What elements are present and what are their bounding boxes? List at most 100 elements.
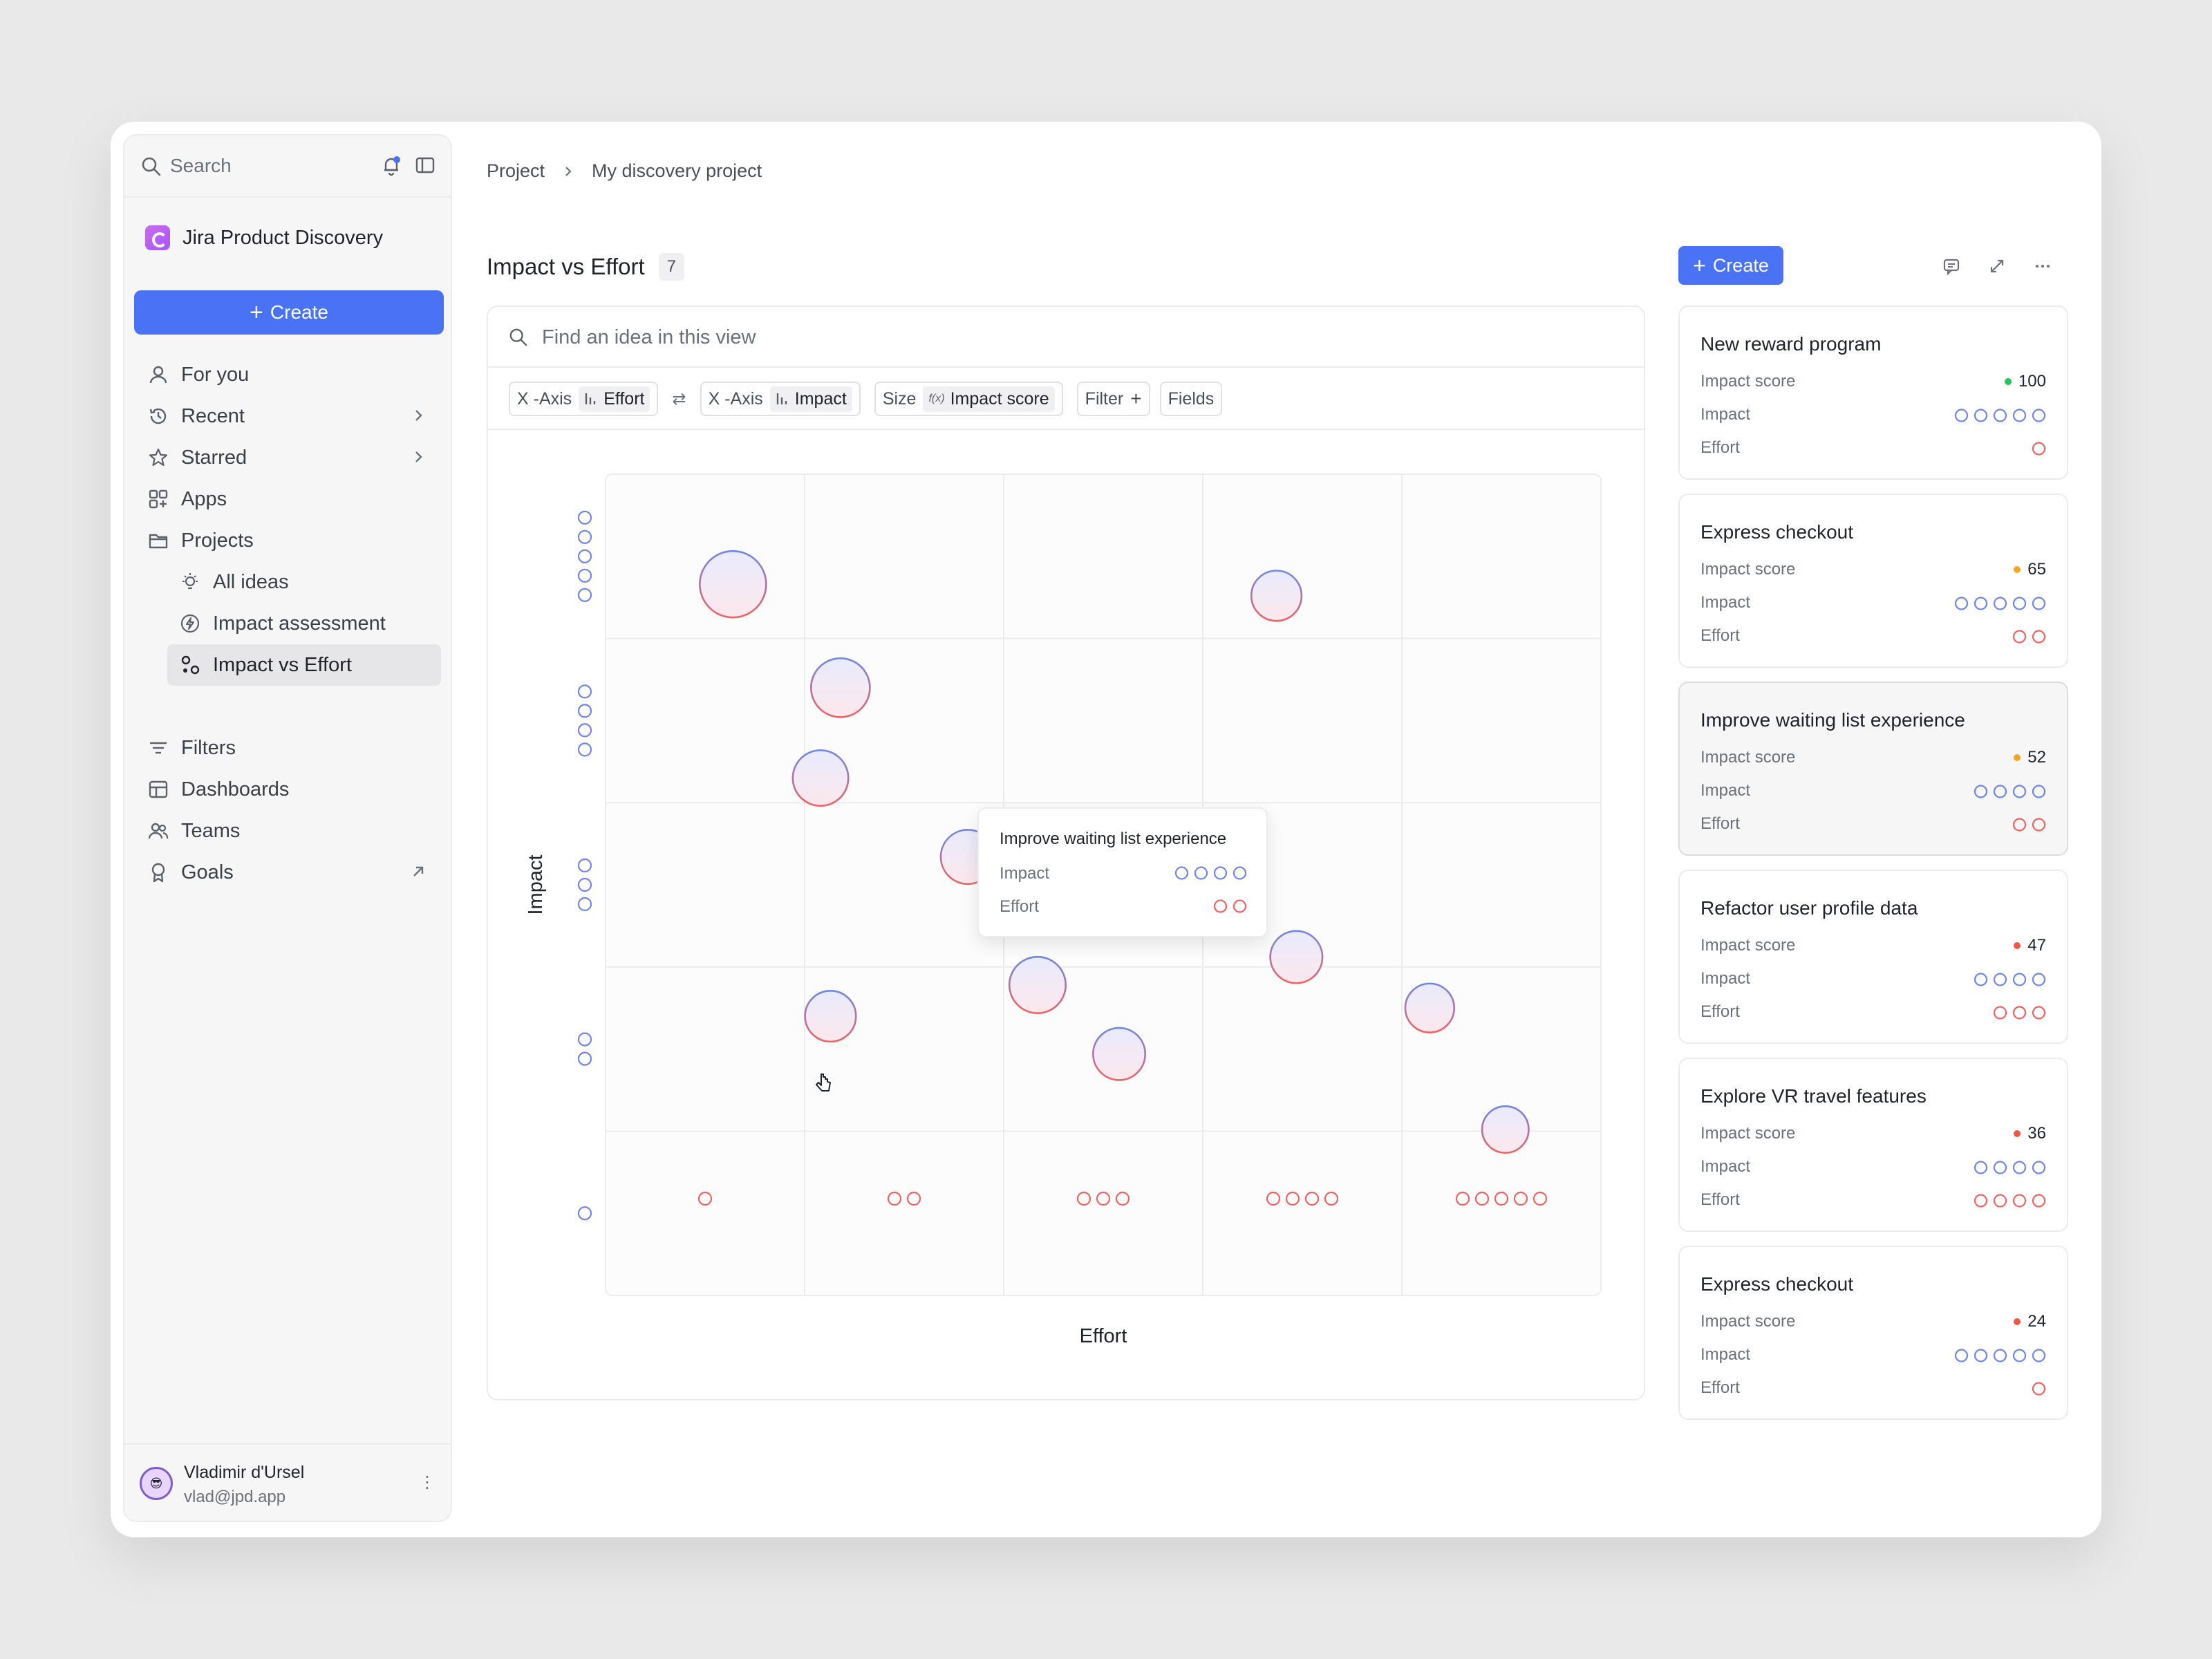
notification-bell-icon[interactable] — [380, 155, 402, 177]
bubble-mark[interactable] — [1404, 982, 1455, 1033]
fields-button[interactable]: Fields — [1159, 382, 1223, 416]
idea-card[interactable]: Express checkout Impact score Impact Eff… — [1678, 1246, 2068, 1420]
effort-rating-dot — [2032, 1006, 2046, 1020]
idea-bubble[interactable] — [804, 989, 857, 1043]
folder-icon — [149, 534, 168, 549]
y-tick-impact-2 — [577, 1032, 592, 1066]
sidebar-item-teams[interactable]: Teams — [124, 810, 451, 852]
expand-icon[interactable] — [1988, 257, 2006, 275]
idea-bubble[interactable] — [791, 749, 850, 807]
sidebar-item-starred[interactable]: Starred — [124, 437, 451, 478]
user-email: vlad@jpd.app — [184, 1488, 286, 1506]
idea-bubble[interactable] — [1008, 955, 1067, 1015]
bar-chart-icon — [585, 393, 596, 404]
comment-icon[interactable] — [1942, 257, 1960, 275]
sidebar-item-filters[interactable]: Filters — [124, 727, 451, 769]
sidebar-item-label: All ideas — [213, 570, 289, 593]
sidebar-item-impact-vs-effort[interactable]: Impact vs Effort — [167, 644, 441, 686]
bubble-mark[interactable] — [804, 989, 857, 1043]
impact-rating-dot — [2012, 1161, 2027, 1174]
x-axis-field-chip[interactable]: X -Axis Effort — [509, 382, 659, 416]
effort-rating-dot — [2012, 1194, 2027, 1208]
bubble-mark[interactable] — [1269, 930, 1324, 984]
plus-icon: + — [1693, 253, 1706, 278]
impact-rating-dot — [1993, 409, 2007, 422]
score-status-dot — [2014, 942, 2021, 949]
effort-dot — [1513, 1191, 1528, 1206]
idea-card[interactable]: Express checkout Impact score Impact Eff… — [1678, 494, 2068, 668]
product-brand[interactable]: Jira Product Discovery — [145, 225, 383, 250]
idea-card-list: New reward program Impact score Impact E… — [1678, 306, 2068, 1434]
idea-bubble[interactable] — [699, 550, 767, 619]
sidebar-create-button[interactable]: + Create — [134, 290, 444, 335]
sidebar-item-recent[interactable]: Recent — [124, 395, 451, 437]
sidebar-item-dashboards[interactable]: Dashboards — [124, 769, 451, 810]
plus-icon: + — [250, 299, 263, 326]
tooltip-impact-label: Impact — [1000, 864, 1050, 883]
swap-axes-icon[interactable]: ⇄ — [672, 389, 686, 409]
idea-card-selected[interactable]: Improve waiting list experience Impact s… — [1678, 682, 2068, 856]
card-impact-label: Impact — [1700, 405, 1751, 424]
bubble-mark[interactable] — [1481, 1105, 1530, 1154]
breadcrumb-current[interactable]: My discovery project — [592, 160, 762, 181]
tooltip-effort-rating — [1213, 899, 1247, 913]
card-impact-rating — [1974, 1161, 2046, 1174]
bubble-mark[interactable] — [809, 657, 871, 718]
impact-rating-dot — [1993, 973, 2007, 986]
bubble-mark[interactable] — [1092, 1027, 1147, 1081]
impact-rating-dot — [2012, 973, 2027, 986]
idea-bubble[interactable] — [1092, 1027, 1147, 1081]
filter-lines-icon — [150, 742, 167, 754]
card-score-value: 47 — [2027, 936, 2046, 955]
impact-dot — [577, 742, 592, 757]
effort-dot — [1494, 1191, 1509, 1206]
size-field-chip[interactable]: Size f(x) Impact score — [874, 382, 1063, 416]
more-horizontal-icon[interactable] — [2034, 257, 2052, 275]
sidebar-nav: For you Recent Starred Apps Projects — [124, 354, 451, 893]
bubble-mark[interactable] — [1008, 955, 1067, 1015]
panel-create-button[interactable]: + Create — [1678, 246, 1783, 285]
sidebar-item-projects[interactable]: Projects — [124, 520, 451, 561]
idea-bubble[interactable] — [1481, 1105, 1530, 1154]
bubble-mark[interactable] — [1250, 570, 1303, 622]
y-tick-impact-4 — [577, 684, 592, 757]
idea-bubble[interactable] — [809, 657, 871, 718]
idea-bubble[interactable] — [1269, 930, 1324, 984]
chip-value: Impact — [794, 388, 847, 409]
person-icon — [149, 366, 167, 384]
y-axis-field-chip[interactable]: X -Axis Impact — [700, 382, 861, 416]
card-score-value: 52 — [2027, 748, 2046, 767]
view-title-text: Impact vs Effort — [487, 254, 645, 279]
x-tick-effort-5 — [1455, 1191, 1548, 1206]
bubble-mark[interactable] — [791, 749, 850, 807]
idea-card[interactable]: New reward program Impact score Impact E… — [1678, 306, 2068, 480]
view-toolbar: X -Axis Effort ⇄ X -Axis Impact Size f(x… — [509, 382, 1223, 416]
effort-dot — [1285, 1191, 1300, 1206]
idea-bubble[interactable] — [1404, 982, 1455, 1033]
dashboard-icon — [149, 780, 168, 798]
x-tick-effort-2 — [887, 1191, 921, 1206]
effort-rating-dot — [1213, 899, 1228, 913]
effort-rating-dot — [2032, 1382, 2046, 1396]
sidebar-item-goals[interactable]: Goals — [124, 852, 451, 893]
x-tick-effort-3 — [1076, 1191, 1130, 1206]
sidebar-item-label: Goals — [181, 861, 234, 883]
sidebar-search[interactable]: Search — [124, 135, 451, 198]
bubble-mark[interactable] — [699, 550, 767, 619]
user-profile[interactable]: 😎 Vladimir d'Ursel vlad@jpd.app ⋮ — [124, 1443, 451, 1521]
sidebar-toggle-icon[interactable] — [415, 155, 435, 176]
sidebar-item-apps[interactable]: Apps — [124, 478, 451, 520]
idea-bubble[interactable] — [1250, 570, 1303, 622]
filter-button[interactable]: Filter + — [1076, 382, 1150, 416]
idea-card[interactable]: Refactor user profile data Impact score … — [1678, 870, 2068, 1044]
breadcrumb-project[interactable]: Project — [487, 160, 545, 181]
find-idea-input[interactable]: Find an idea in this view — [488, 307, 1644, 368]
more-vertical-icon[interactable]: ⋮ — [419, 1473, 435, 1492]
sidebar-item-for-you[interactable]: For you — [124, 354, 451, 395]
sidebar-item-impact-assessment[interactable]: Impact assessment — [124, 603, 451, 644]
sidebar-item-all-ideas[interactable]: All ideas — [124, 561, 451, 603]
history-clock-icon — [149, 408, 167, 424]
idea-card[interactable]: Explore VR travel features Impact score … — [1678, 1058, 2068, 1232]
impact-dot — [577, 529, 592, 544]
apps-grid-icon — [149, 489, 168, 509]
